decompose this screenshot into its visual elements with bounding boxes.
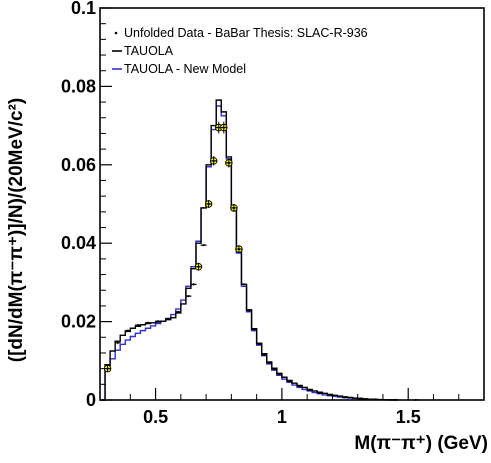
data-point-marker	[237, 247, 241, 251]
data-point-marker	[318, 391, 321, 395]
data-point-marker	[232, 206, 235, 210]
y-axis-title: ([dN/dM(π⁻π⁺)]/N)/(20MeV/c²)	[6, 98, 27, 362]
y-tick-label: 0.06	[61, 155, 96, 175]
data-point-marker	[157, 320, 160, 323]
data-point-marker	[268, 361, 271, 364]
data-point-marker	[298, 385, 301, 388]
data-point-marker	[359, 397, 362, 400]
ticks-layer: 0.5 1 1.5 0 0.02 0.04 0.06 0.08 0.1	[61, 0, 485, 427]
data-point-marker	[217, 126, 220, 129]
data-point-marker	[343, 396, 347, 399]
data-point-marker	[126, 329, 129, 332]
data-point-marker	[253, 328, 256, 331]
x-tick-label: 1.5	[396, 407, 421, 427]
plot-frame	[99, 7, 485, 401]
data-point-marker	[207, 202, 210, 206]
data-point-marker	[242, 283, 246, 286]
y-tick-label: 0.02	[61, 312, 96, 332]
data-point-marker	[192, 283, 195, 286]
data-point-marker	[247, 309, 251, 312]
data-point-marker	[263, 353, 266, 357]
data-point-marker	[328, 393, 331, 397]
legend-label: Unfolded Data - BaBar Thesis: SLAC-R-936	[124, 26, 368, 40]
data-point-marker	[197, 265, 200, 268]
data-point-marker	[202, 244, 205, 247]
y-tick-label: 0.04	[61, 233, 96, 253]
data-point-marker	[136, 324, 139, 327]
data-point-marker	[116, 341, 119, 344]
x-tick-label: 1	[277, 407, 287, 427]
data-point-marker	[273, 367, 276, 371]
y-tick-label: 0.1	[71, 0, 96, 18]
legend-label: TAUOLA - New Model	[124, 62, 246, 76]
data-point-marker	[167, 317, 170, 320]
data-point-marker	[278, 373, 281, 376]
data-point-marker	[258, 342, 261, 346]
x-axis-title: M(π⁻π⁺) (GeV)	[354, 433, 488, 454]
legend-label: TAUOLA	[124, 44, 174, 58]
data-point-marker	[308, 389, 311, 392]
y-tick-label: 0	[86, 390, 96, 410]
data-point-marker	[187, 295, 190, 298]
data-point-marker	[106, 367, 109, 370]
data-point-marker	[222, 126, 225, 129]
legend: Unfolded Data - BaBar Thesis: SLAC-R-936…	[112, 26, 368, 76]
data-point-marker	[288, 380, 291, 383]
data-point-marker	[212, 159, 215, 162]
y-tick-label: 0.08	[61, 76, 96, 96]
data-point-marker	[146, 321, 150, 324]
legend-marker-data	[114, 31, 118, 35]
data-point-marker	[177, 310, 180, 313]
x-tick-label: 0.5	[143, 407, 168, 427]
data-point-marker	[227, 161, 230, 164]
